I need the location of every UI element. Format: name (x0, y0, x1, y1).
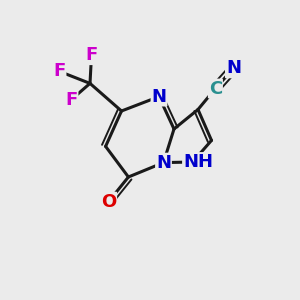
Text: O: O (101, 193, 116, 211)
Text: NH: NH (183, 153, 213, 171)
Text: F: F (53, 62, 65, 80)
Text: N: N (226, 59, 241, 77)
Text: N: N (156, 154, 171, 172)
Text: N: N (152, 88, 166, 106)
Text: F: F (65, 91, 77, 109)
Text: C: C (209, 80, 222, 98)
Text: F: F (85, 46, 98, 64)
